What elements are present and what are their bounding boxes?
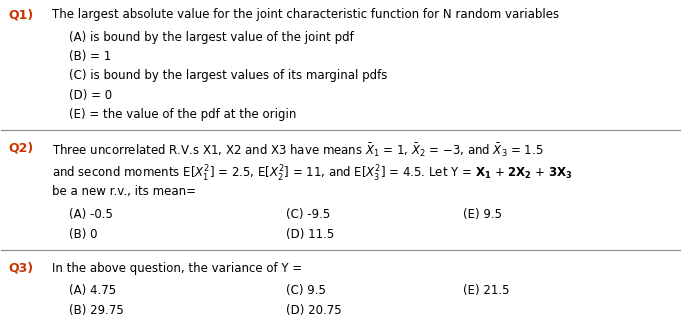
Text: (E) = the value of the pdf at the origin: (E) = the value of the pdf at the origin (69, 108, 297, 121)
Text: (A) -0.5: (A) -0.5 (69, 208, 113, 221)
Text: Q2): Q2) (8, 142, 34, 155)
Text: (C) is bound by the largest values of its marginal pdfs: (C) is bound by the largest values of it… (69, 69, 388, 82)
Text: (E) 21.5: (E) 21.5 (463, 284, 509, 297)
Text: and second moments E[$X_1^2$] = 2.5, E[$X_2^2$] = 11, and E[$X_3^2$] = 4.5. Let : and second moments E[$X_1^2$] = 2.5, E[$… (52, 164, 573, 184)
Text: (C) 9.5: (C) 9.5 (286, 284, 326, 297)
Text: (E) 9.5: (E) 9.5 (463, 208, 502, 221)
Text: (D) 20.75: (D) 20.75 (286, 304, 342, 317)
Text: (A) is bound by the largest value of the joint pdf: (A) is bound by the largest value of the… (69, 31, 354, 44)
Text: be a new r.v., its mean=: be a new r.v., its mean= (52, 185, 196, 198)
Text: (B) = 1: (B) = 1 (69, 50, 111, 63)
Text: (D) = 0: (D) = 0 (69, 89, 112, 101)
Text: (B) 0: (B) 0 (69, 228, 98, 241)
Text: The largest absolute value for the joint characteristic function for N random va: The largest absolute value for the joint… (52, 8, 559, 22)
Text: (A) 4.75: (A) 4.75 (69, 284, 116, 297)
Text: (D) 11.5: (D) 11.5 (286, 228, 335, 241)
Text: (C) -9.5: (C) -9.5 (286, 208, 330, 221)
Text: In the above question, the variance of Y =: In the above question, the variance of Y… (52, 261, 302, 275)
Text: Q1): Q1) (8, 8, 34, 22)
Text: (B) 29.75: (B) 29.75 (69, 304, 124, 317)
Text: Three uncorrelated R.V.s X1, X2 and X3 have means $\bar{X}_1$ = 1, $\bar{X}_2$ =: Three uncorrelated R.V.s X1, X2 and X3 h… (52, 142, 544, 159)
Text: Q3): Q3) (8, 261, 34, 275)
